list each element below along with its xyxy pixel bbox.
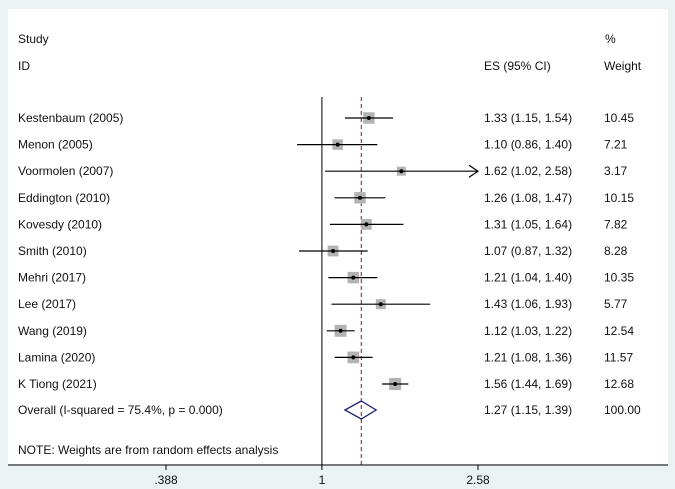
study-ci-text: 1.33 (1.15, 1.54) xyxy=(484,111,572,125)
study-label: Kestenbaum (2005) xyxy=(18,111,123,125)
study-weight-text: 7.21 xyxy=(604,138,628,152)
study-ci-text: 1.21 (1.08, 1.36) xyxy=(484,350,572,364)
study-weight-text: 10.35 xyxy=(604,271,634,285)
point-estimate xyxy=(331,249,336,253)
study-ci-text: 1.07 (0.87, 1.32) xyxy=(484,244,572,258)
x-tick-label: 1 xyxy=(319,473,326,487)
study-weight-text: 8.28 xyxy=(604,244,628,258)
x-axis: .388 1 2.58 xyxy=(8,464,668,487)
point-estimate xyxy=(357,195,362,200)
study-ci-text: 1.10 (0.86, 1.40) xyxy=(484,138,572,152)
study-weight-text: 3.17 xyxy=(604,164,628,178)
header-percent: % xyxy=(605,32,616,46)
study-ci-text: 1.26 (1.08, 1.47) xyxy=(484,191,572,205)
plot-panel xyxy=(8,9,668,464)
study-weight-text: 5.77 xyxy=(604,297,628,311)
study-ci-text: 1.56 (1.44, 1.69) xyxy=(484,377,572,391)
study-ci-text: 1.62 (1.02, 2.58) xyxy=(484,164,572,178)
overall-label: Overall (I-squared = 75.4%, p = 0.000) xyxy=(18,403,223,417)
study-weight-text: 10.45 xyxy=(604,111,634,125)
point-estimate xyxy=(364,222,369,227)
study-ci-text: 1.31 (1.05, 1.64) xyxy=(484,217,572,231)
study-ci-text: 1.12 (1.03, 1.22) xyxy=(484,324,572,338)
study-label: Mehri (2017) xyxy=(18,271,86,285)
header-study: Study xyxy=(18,32,49,46)
study-label: Smith (2010) xyxy=(18,244,87,258)
study-label: Lee (2017) xyxy=(18,297,76,311)
header-es-ci: ES (95% CI) xyxy=(484,59,551,73)
point-estimate xyxy=(393,382,398,386)
point-estimate xyxy=(335,142,340,147)
plot-marks xyxy=(297,97,480,465)
point-estimate xyxy=(338,328,343,333)
study-rows: Kestenbaum (2005) 1.33 (1.15, 1.54) 10.45 M… xyxy=(18,111,634,391)
ci-arrow xyxy=(468,164,480,178)
study-label: Kovesdy (2010) xyxy=(18,217,102,231)
study-label: K Tiong (2021) xyxy=(18,377,97,391)
study-weight-text: 7.82 xyxy=(604,217,628,231)
study-label: Wang (2019) xyxy=(18,324,87,338)
study-label: Menon (2005) xyxy=(18,138,93,152)
study-weight-text: 10.15 xyxy=(604,191,634,205)
header-weight: Weight xyxy=(604,59,642,73)
overall-weight-text: 100.00 xyxy=(604,403,641,417)
point-estimate xyxy=(351,355,356,360)
overall-diamond xyxy=(343,400,378,420)
study-weight-text: 12.68 xyxy=(604,377,634,391)
footnote: NOTE: Weights are from random effects an… xyxy=(18,443,278,457)
x-tick-label: 2.58 xyxy=(466,473,490,487)
point-estimate xyxy=(351,275,356,280)
study-label: Voormolen (2007) xyxy=(18,164,113,178)
study-weight-text: 11.57 xyxy=(604,350,633,364)
study-label: Eddington (2010) xyxy=(18,191,110,205)
study-ci-text: 1.21 (1.04, 1.40) xyxy=(484,271,572,285)
study-weight-text: 12.54 xyxy=(604,324,634,338)
study-ci-text: 1.43 (1.06, 1.93) xyxy=(484,297,572,311)
x-tick-label: .388 xyxy=(154,473,178,487)
study-label: Lamina (2020) xyxy=(18,350,95,364)
overall-ci-text: 1.27 (1.15, 1.39) xyxy=(484,403,572,417)
header-id: ID xyxy=(18,59,30,73)
point-estimate xyxy=(399,169,404,174)
point-estimate xyxy=(378,302,383,307)
point-estimate xyxy=(366,116,371,120)
